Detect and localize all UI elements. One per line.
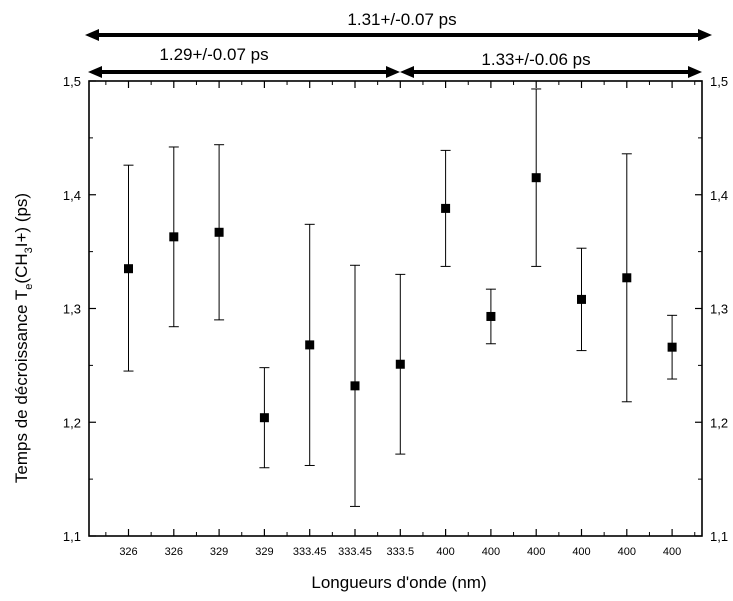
y-tick-label-right: 1,1 — [710, 529, 728, 544]
data-point — [531, 173, 541, 183]
annotation-326-333: 1.29+/-0.07 ps — [159, 45, 268, 64]
data-point — [259, 413, 269, 423]
x-tick-label: 400 — [572, 546, 590, 558]
x-tick-label: 400 — [618, 546, 636, 558]
arrow-all-head-right — [698, 29, 712, 41]
x-tick-label: 326 — [119, 546, 137, 558]
y-axis-title-sub-3: 3 — [23, 247, 35, 253]
x-tick-label: 329 — [255, 546, 273, 558]
x-tick-label: 400 — [527, 546, 545, 558]
data-point — [214, 227, 224, 237]
data-point — [124, 264, 133, 274]
arrow-326-333-head-left — [88, 66, 102, 78]
data-point — [395, 359, 405, 369]
x-tick-label: 326 — [165, 546, 183, 558]
y-axis-title-sub-e: e — [23, 284, 35, 290]
y-tick-label-left: 1,2 — [63, 415, 81, 430]
y-tick-label-left: 1,5 — [63, 74, 81, 89]
data-point — [577, 294, 586, 304]
arrow-400-head-right — [688, 66, 702, 78]
y-axis-title: Temps de décroissance Te(CH3I+) (ps) — [12, 193, 35, 483]
annotation-arrows — [85, 29, 712, 78]
x-tick-label: 333.5 — [387, 546, 415, 558]
y-tick-label-left: 1,1 — [63, 529, 81, 544]
y-tick-label-right: 1,3 — [710, 302, 728, 317]
x-tick-label: 329 — [210, 546, 228, 558]
axis-ticks: 1,1 1,1 1,2 1,2 1,3 1,3 1,4 1,4 1,5 1,5 326 326 329 3… — [63, 74, 728, 558]
y-axis-title-prefix: Temps de décroissance T — [12, 290, 31, 483]
x-tick-label: 333.45 — [293, 546, 327, 558]
annotation-400: 1.33+/-0.06 ps — [481, 50, 590, 69]
data-point — [441, 203, 451, 213]
data-marks — [123, 88, 678, 507]
y-axis-title-mid: (CH — [12, 253, 31, 283]
x-tick-label: 400 — [663, 546, 681, 558]
arrow-all-head-left — [85, 29, 99, 41]
y-tick-label-right: 1,4 — [710, 188, 728, 203]
data-point — [667, 342, 677, 352]
y-tick-label-right: 1,5 — [710, 74, 728, 89]
data-point — [350, 381, 360, 391]
x-tick-label: 400 — [482, 546, 500, 558]
data-point — [305, 340, 315, 350]
data-point — [486, 311, 496, 321]
y-tick-label-left: 1,3 — [63, 302, 81, 317]
arrow-400-head-left — [400, 66, 414, 78]
data-point — [622, 273, 632, 283]
plot-frame — [88, 80, 703, 537]
annotation-all: 1.31+/-0.07 ps — [347, 10, 456, 29]
x-tick-label: 400 — [436, 546, 454, 558]
data-point — [169, 232, 179, 242]
y-tick-label-right: 1,2 — [710, 415, 728, 430]
plot-frame-group — [88, 80, 703, 537]
arrow-326-333-head-right — [386, 66, 400, 78]
x-tick-label: 333.45 — [338, 546, 372, 558]
x-axis-title: Longueurs d'onde (nm) — [311, 573, 486, 592]
y-tick-label-left: 1,4 — [63, 188, 81, 203]
y-axis-title-suffix: I+) (ps) — [12, 193, 31, 247]
